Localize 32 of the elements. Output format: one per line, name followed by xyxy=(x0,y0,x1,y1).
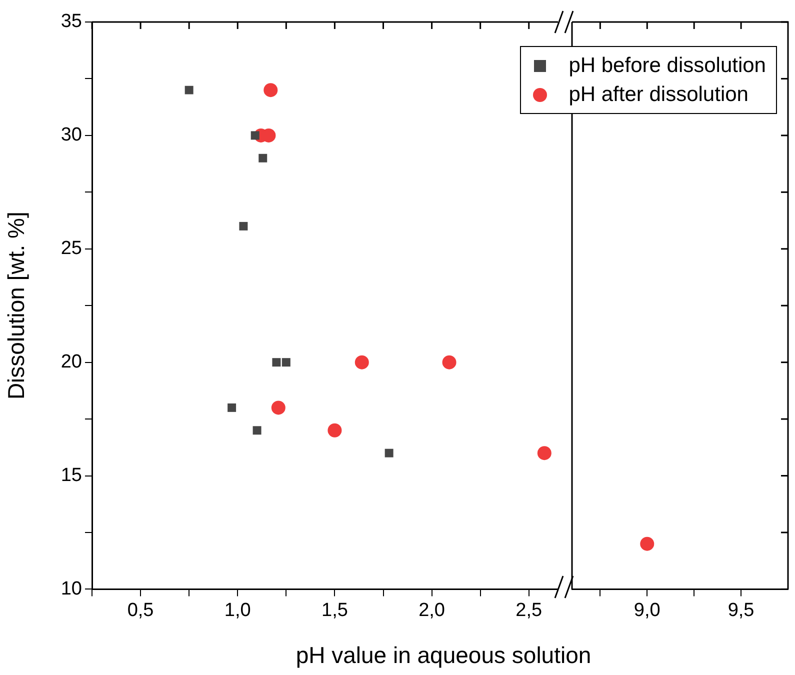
point xyxy=(271,400,286,415)
x-tick-label: 2,0 xyxy=(418,600,446,621)
point xyxy=(272,358,281,367)
legend-label: pH after dissolution xyxy=(568,82,748,108)
y-tick-label: 30 xyxy=(60,124,82,146)
point xyxy=(328,423,342,438)
point xyxy=(264,83,278,98)
x-tick-label: 0,5 xyxy=(127,600,154,621)
x-tick-label: 9,0 xyxy=(634,600,660,621)
point xyxy=(282,358,290,367)
point xyxy=(184,86,194,94)
x-tick-label: 1,0 xyxy=(224,600,251,621)
point xyxy=(239,222,248,230)
x-tick-label: 9,5 xyxy=(728,600,754,621)
y-axis-title: Dissolution [wt. %] xyxy=(3,212,30,400)
point xyxy=(537,446,552,460)
x-tick-label: 2,5 xyxy=(516,600,542,621)
point xyxy=(258,154,268,162)
point xyxy=(354,355,369,370)
point xyxy=(252,426,262,435)
point xyxy=(250,131,260,140)
y-tick-label: 35 xyxy=(60,11,82,32)
point xyxy=(442,355,456,370)
point xyxy=(228,403,236,412)
y-tick-label: 25 xyxy=(60,238,82,260)
y-tick-label: 20 xyxy=(60,352,82,373)
legend-label: pH before dissolution xyxy=(568,53,766,79)
x-tick-label: 1,5 xyxy=(321,600,348,621)
point xyxy=(384,448,394,458)
x-axis-title: pH value in aqueous solution xyxy=(294,642,592,669)
y-tick-label: 10 xyxy=(60,578,82,600)
y-tick-label: 15 xyxy=(60,464,82,486)
